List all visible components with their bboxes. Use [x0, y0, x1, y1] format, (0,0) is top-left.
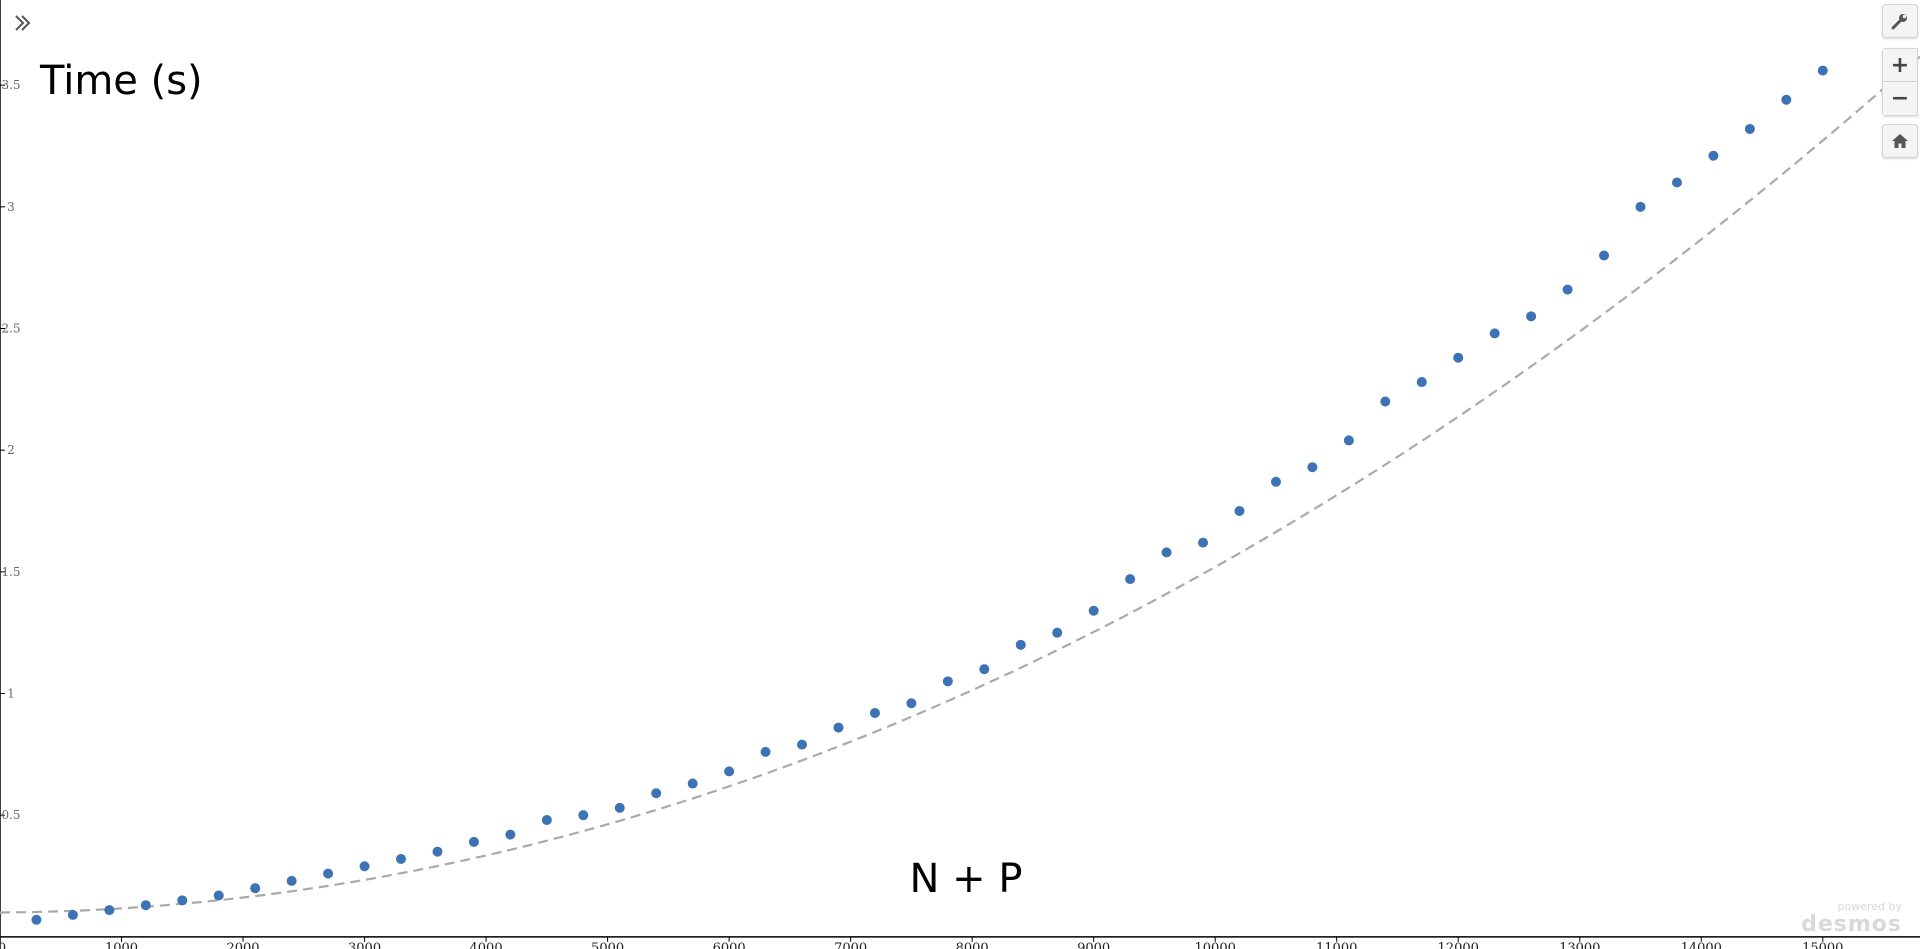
- y-tick-label: 0.5: [1, 808, 20, 822]
- y-tick-label: 1.5: [1, 565, 20, 579]
- data-point: [760, 746, 771, 757]
- x-tick-label: 12000: [1438, 941, 1479, 949]
- data-point: [250, 883, 261, 894]
- data-point: [468, 836, 479, 847]
- data-point: [1270, 476, 1281, 487]
- double-chevron-right-icon: [15, 15, 31, 31]
- y-tick-label: 1: [7, 687, 15, 701]
- x-axis-label: N + P: [910, 856, 1023, 902]
- x-tick-label: 1000: [105, 941, 138, 949]
- data-point: [1380, 396, 1391, 407]
- y-axis-label: Time (s): [39, 58, 203, 104]
- data-point: [1562, 284, 1573, 295]
- data-point: [1526, 311, 1537, 322]
- data-point: [614, 802, 625, 813]
- data-point: [396, 853, 407, 864]
- zoom-out-label: −: [1890, 86, 1910, 111]
- zoom-in-button[interactable]: +: [1882, 48, 1918, 82]
- x-tick-label: 2000: [226, 941, 259, 949]
- data-point: [104, 905, 115, 916]
- graph-settings-button[interactable]: [1882, 4, 1918, 38]
- x-tick-label: 10000: [1195, 941, 1236, 949]
- x-tick-label: 14000: [1681, 941, 1722, 949]
- default-viewport-button[interactable]: [1882, 124, 1918, 158]
- data-point: [1307, 462, 1318, 473]
- data-point: [31, 914, 42, 925]
- data-point: [1781, 94, 1792, 105]
- data-point: [651, 788, 662, 799]
- data-point: [724, 766, 735, 777]
- y-tick-label: 3: [7, 200, 15, 214]
- data-point: [1744, 123, 1755, 134]
- x-tick-label: 7000: [834, 941, 867, 949]
- data-point: [833, 722, 844, 733]
- desmos-watermark: powered by desmos: [1801, 901, 1902, 937]
- data-point: [177, 895, 188, 906]
- data-point: [1052, 627, 1063, 638]
- data-point: [140, 900, 151, 911]
- trendline: [0, 55, 1920, 914]
- data-point: [869, 707, 880, 718]
- x-tick-label: 4000: [470, 941, 503, 949]
- x-tick-label: 6000: [713, 941, 746, 949]
- zoom-in-label: +: [1890, 52, 1910, 78]
- data-point: [286, 875, 297, 886]
- data-point: [1015, 639, 1026, 650]
- data-point: [1125, 574, 1136, 585]
- tick-labels: 1000 2000 3000 4000 5000 6000 7000 8000 9000 1000…: [0, 78, 1843, 949]
- x-tick-label: 5000: [591, 941, 624, 949]
- data-point: [797, 739, 808, 750]
- data-point: [979, 664, 990, 675]
- data-point: [323, 868, 334, 879]
- data-point: [906, 698, 917, 709]
- data-point: [1635, 201, 1646, 212]
- data-point: [1343, 435, 1354, 446]
- x-tick-label: 13000: [1559, 941, 1600, 949]
- data-point: [505, 829, 516, 840]
- data-points: [31, 65, 1828, 925]
- expand-sidebar-button[interactable]: [10, 10, 36, 36]
- origin-label: 0: [0, 941, 6, 949]
- data-point: [432, 846, 443, 857]
- data-point: [1489, 328, 1500, 339]
- zoom-out-button[interactable]: −: [1882, 82, 1918, 116]
- data-point: [213, 890, 224, 901]
- home-icon: [1892, 134, 1908, 148]
- data-point: [1088, 605, 1099, 616]
- data-point: [541, 815, 552, 826]
- y-tick-label: 2: [7, 443, 15, 457]
- y-tick-label: 2.5: [1, 322, 20, 336]
- y-tick-label: 3.5: [1, 78, 20, 92]
- x-tick-label: 3000: [348, 941, 381, 949]
- x-tick-label: 8000: [956, 941, 989, 949]
- wrench-icon: [1891, 14, 1907, 30]
- data-point: [1817, 65, 1828, 76]
- x-tick-label: 11000: [1316, 941, 1357, 949]
- data-point: [359, 861, 370, 872]
- graph-controls: + −: [1882, 4, 1920, 158]
- data-point: [578, 810, 589, 821]
- watermark-caption: powered by: [1837, 900, 1903, 913]
- data-point: [1416, 377, 1427, 388]
- x-tick-label: 15000: [1802, 941, 1843, 949]
- data-point: [1708, 150, 1719, 161]
- data-point: [1198, 537, 1209, 548]
- data-point: [1599, 250, 1610, 261]
- data-point: [942, 676, 953, 687]
- data-point: [1453, 352, 1464, 363]
- data-point: [687, 778, 698, 789]
- zoom-group: + −: [1882, 48, 1920, 116]
- data-point: [1161, 547, 1172, 558]
- data-point: [1234, 506, 1245, 516]
- data-point: [1671, 177, 1682, 188]
- data-point: [67, 909, 78, 920]
- watermark-logo: desmos: [1801, 912, 1902, 937]
- x-tick-label: 9000: [1077, 941, 1110, 949]
